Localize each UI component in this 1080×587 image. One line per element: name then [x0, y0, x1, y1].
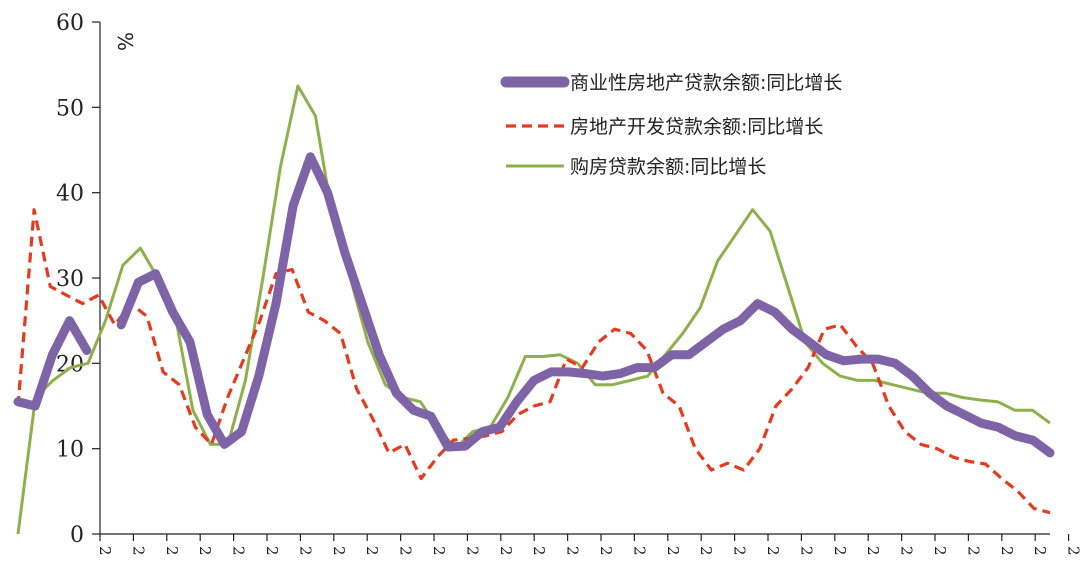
x-tick-label: 2	[296, 546, 314, 556]
y-tick-label: 50	[56, 96, 84, 121]
y-tick-label: 40	[56, 182, 84, 207]
series-line-1	[16, 208, 1051, 515]
x-tick-label: 2	[96, 546, 114, 556]
legend-label-2: 购房贷款余额:同比增长	[570, 156, 766, 178]
series-lines	[13, 84, 1055, 535]
y-tick-label: 30	[56, 267, 84, 292]
x-tick-label: 2	[263, 546, 281, 556]
x-tick-label: 2	[998, 546, 1016, 556]
x-tick-label: 2	[764, 546, 782, 556]
series-line-0	[13, 316, 92, 411]
x-tick-label: 2	[129, 546, 147, 556]
x-tick-label: 2	[898, 546, 916, 556]
x-tick-label: 2	[1031, 546, 1049, 556]
y-unit-label: %	[113, 32, 137, 51]
x-tick-label: 2	[230, 546, 248, 556]
x-tick-label: 2	[463, 546, 481, 556]
x-tick-label: 2	[797, 546, 815, 556]
x-tick-label: 2	[964, 546, 982, 556]
y-tick-label: 10	[56, 438, 84, 463]
x-tick-label: 2	[530, 546, 548, 556]
x-tick-label: 2	[564, 546, 582, 556]
y-tick-label: 0	[70, 523, 84, 548]
x-tick-label: 2	[330, 546, 348, 556]
x-tick-label: 2	[831, 546, 849, 556]
x-tick-label: 2	[163, 546, 181, 556]
x-tick-label: 2	[430, 546, 448, 556]
x-tick-label: 2	[697, 546, 715, 556]
x-tick-label: 2	[363, 546, 381, 556]
x-tick-label: 2	[630, 546, 648, 556]
legend-label-1: 房地产开发贷款余额:同比增长	[570, 116, 823, 138]
x-tick-label: 2	[196, 546, 214, 556]
x-tick-label: 2	[731, 546, 749, 556]
x-tick-label: 2	[931, 546, 949, 556]
series-line-0	[116, 152, 1055, 458]
y-tick-label: 60	[56, 11, 84, 36]
x-tick-label: 2	[864, 546, 882, 556]
x-tick-label: 2	[1065, 546, 1080, 556]
x-tick-label: 2	[664, 546, 682, 556]
legend-label-0: 商业性房地产贷款余额:同比增长	[570, 72, 842, 94]
x-axis: 2 2 2 2 2 2 2 2 2 2 2 2 2 2 2 2 2 2 2 2 2 2 2 2 2 2 2 2 2 2	[96, 533, 1080, 556]
x-tick-label: 2	[597, 546, 615, 556]
x-tick-label: 2	[397, 546, 415, 556]
x-tick-label: 2	[497, 546, 515, 556]
